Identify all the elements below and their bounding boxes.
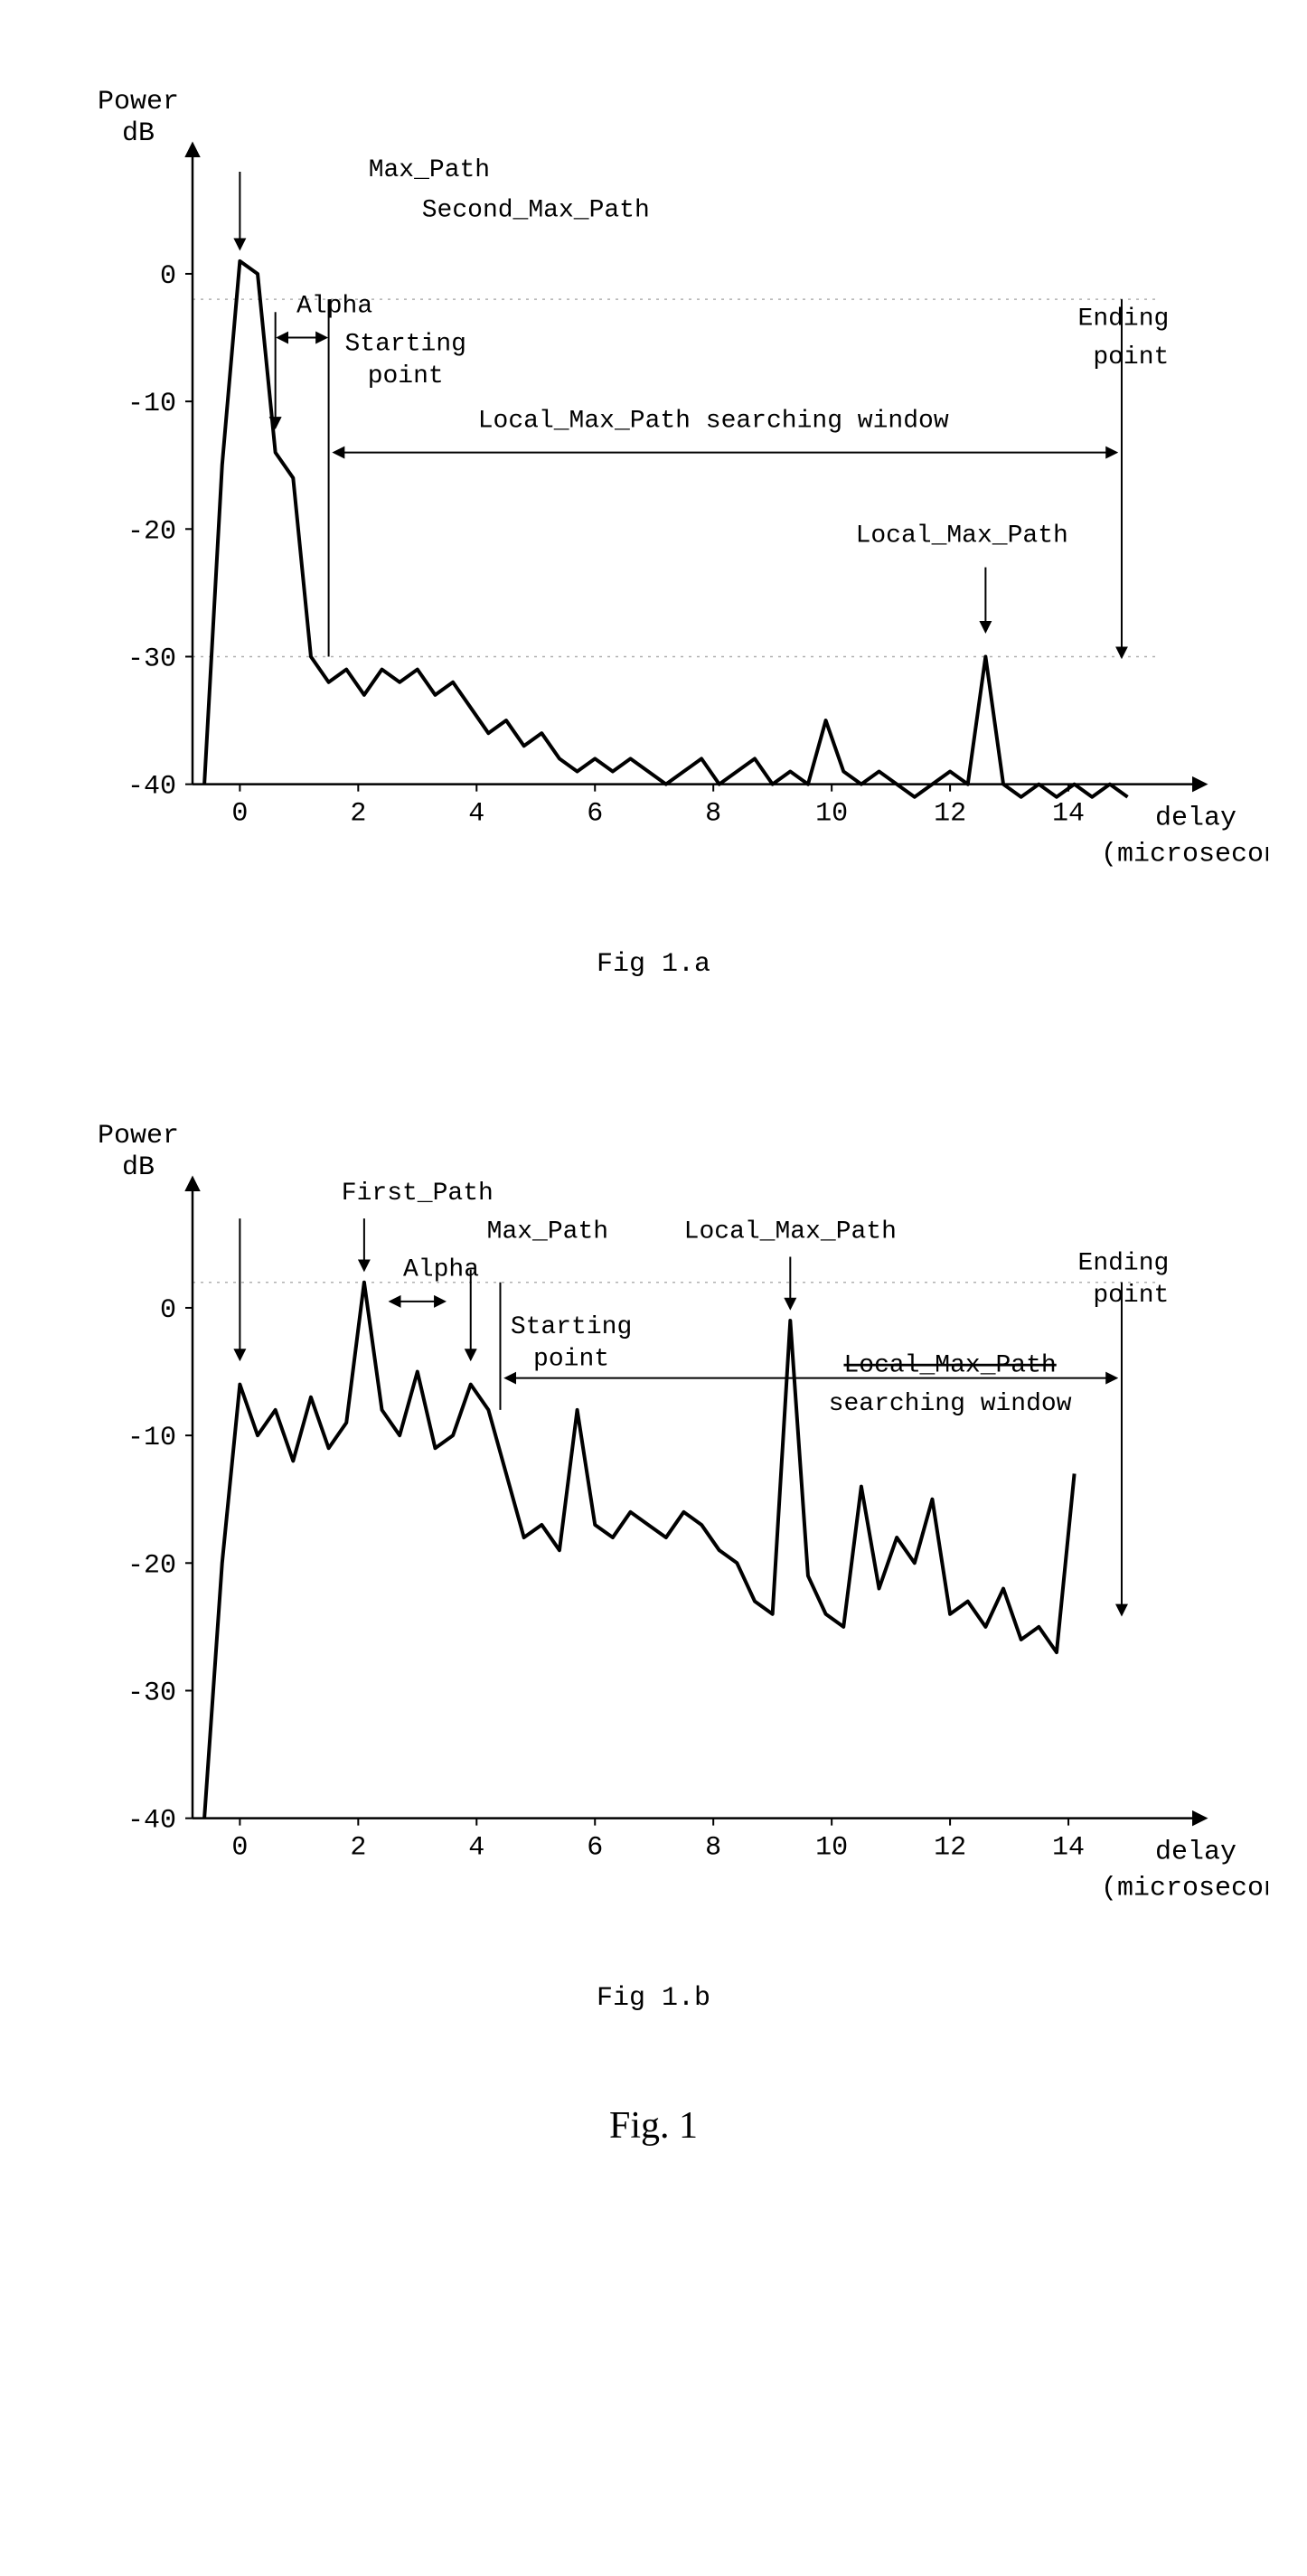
svg-text:0: 0 bbox=[160, 261, 176, 292]
svg-text:0: 0 bbox=[231, 1833, 248, 1864]
svg-text:0: 0 bbox=[231, 799, 248, 830]
svg-text:-20: -20 bbox=[127, 516, 176, 547]
svg-text:10: 10 bbox=[815, 799, 848, 830]
svg-text:-40: -40 bbox=[127, 772, 176, 803]
svg-text:12: 12 bbox=[934, 799, 966, 830]
svg-text:(microsecond): (microsecond) bbox=[1101, 1874, 1268, 1904]
svg-text:2: 2 bbox=[350, 799, 366, 830]
svg-text:Starting: Starting bbox=[511, 1313, 632, 1341]
svg-text:12: 12 bbox=[934, 1833, 966, 1864]
svg-text:Ending: Ending bbox=[1078, 305, 1170, 333]
svg-text:4: 4 bbox=[468, 1833, 484, 1864]
caption-a: Fig 1.a bbox=[39, 949, 1268, 980]
svg-text:-30: -30 bbox=[127, 644, 176, 674]
svg-text:Max_Path: Max_Path bbox=[369, 156, 490, 184]
svg-text:delay: delay bbox=[1155, 804, 1236, 834]
svg-text:8: 8 bbox=[705, 1833, 721, 1864]
svg-text:Local_Max_Path: Local_Max_Path bbox=[684, 1217, 897, 1246]
svg-text:4: 4 bbox=[468, 799, 484, 830]
svg-text:0: 0 bbox=[160, 1295, 176, 1326]
svg-text:Second_Max_Path: Second_Max_Path bbox=[422, 196, 650, 224]
svg-text:14: 14 bbox=[1052, 1833, 1085, 1864]
svg-text:point: point bbox=[1093, 1282, 1169, 1310]
svg-text:point: point bbox=[533, 1345, 609, 1373]
chart-a-svg: 0 2 4 6 8 10 12 14 0 -10 -20 -30 -40 PowerdB delay (mic… bbox=[39, 36, 1268, 940]
svg-text:First_Path: First_Path bbox=[342, 1180, 494, 1208]
caption-b: Fig 1.b bbox=[39, 1983, 1268, 2014]
svg-text:10: 10 bbox=[815, 1833, 848, 1864]
svg-text:dB: dB bbox=[122, 118, 155, 149]
svg-text:(microsecond): (microsecond) bbox=[1101, 840, 1268, 870]
svg-text:-30: -30 bbox=[127, 1678, 176, 1708]
svg-text:dB: dB bbox=[122, 1152, 155, 1183]
svg-text:searching window: searching window bbox=[829, 1390, 1072, 1418]
chart-a: 0 2 4 6 8 10 12 14 0 -10 -20 -30 -40 PowerdB delay (mic… bbox=[39, 36, 1268, 980]
svg-text:Local_Max_Path: Local_Max_Path bbox=[856, 522, 1068, 550]
svg-text:-40: -40 bbox=[127, 1806, 176, 1837]
chart-b-svg: 0 2 4 6 8 10 12 14 0 -10 -20 -30 -40 PowerdB delay (mic… bbox=[39, 1070, 1268, 1974]
svg-text:-10: -10 bbox=[127, 1423, 176, 1453]
svg-text:point: point bbox=[1093, 343, 1169, 371]
svg-text:6: 6 bbox=[587, 799, 603, 830]
svg-text:14: 14 bbox=[1052, 799, 1085, 830]
svg-text:Ending: Ending bbox=[1078, 1250, 1170, 1278]
svg-text:-20: -20 bbox=[127, 1550, 176, 1581]
svg-text:Starting: Starting bbox=[345, 331, 466, 359]
svg-text:Local_Max_Path: Local_Max_Path bbox=[843, 1352, 1056, 1380]
svg-text:Local_Max_Path searching windo: Local_Max_Path searching window bbox=[478, 407, 949, 435]
svg-text:point: point bbox=[368, 362, 444, 390]
chart-b: 0 2 4 6 8 10 12 14 0 -10 -20 -30 -40 PowerdB delay (mic… bbox=[39, 1070, 1268, 2014]
svg-text:2: 2 bbox=[350, 1833, 366, 1864]
svg-text:Alpha: Alpha bbox=[403, 1256, 479, 1284]
figure-container: 024681012140-10-20-30-40PowerdBdelay(mic… bbox=[39, 36, 1268, 2148]
svg-text:Power: Power bbox=[98, 1121, 179, 1152]
svg-text:Power: Power bbox=[98, 87, 179, 118]
main-caption: Fig. 1 bbox=[39, 2104, 1268, 2148]
svg-text:Alpha: Alpha bbox=[296, 292, 372, 320]
svg-text:-10: -10 bbox=[127, 389, 176, 419]
svg-text:Max_Path: Max_Path bbox=[487, 1217, 608, 1246]
svg-text:8: 8 bbox=[705, 799, 721, 830]
svg-text:6: 6 bbox=[587, 1833, 603, 1864]
svg-text:delay: delay bbox=[1155, 1838, 1236, 1868]
